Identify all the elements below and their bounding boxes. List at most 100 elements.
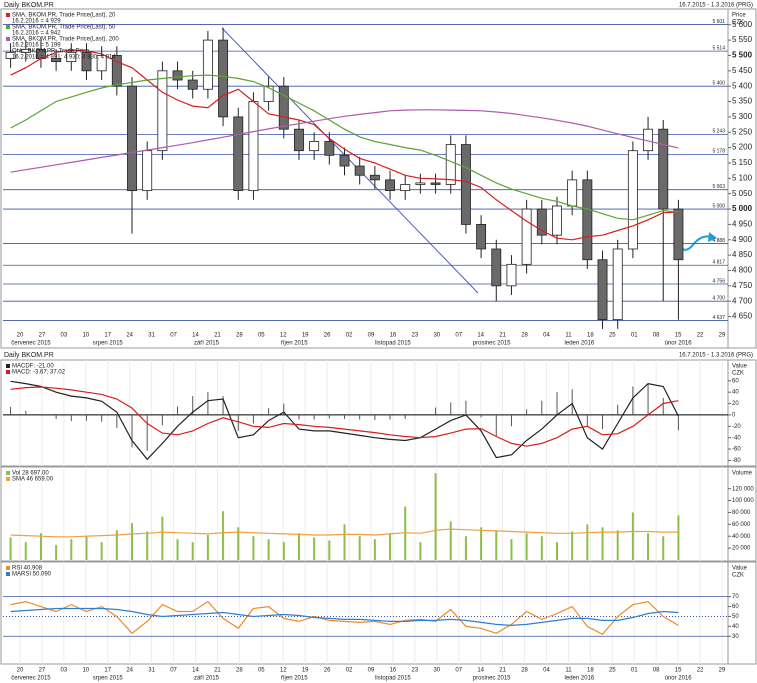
- x-tick-label: 08: [653, 333, 660, 339]
- x-tick-label: 05: [258, 668, 265, 674]
- y-tick-label: 4 650: [732, 312, 753, 321]
- y-tick-label: 4 850: [732, 250, 753, 259]
- y-tick-label: 20: [732, 401, 739, 407]
- candle-body: [172, 70, 183, 81]
- candle-body: [658, 128, 669, 210]
- volume-bar: [39, 533, 42, 560]
- x-tick-label: 30: [433, 668, 440, 674]
- legend-swatch: [6, 13, 10, 17]
- volume-bar: [540, 536, 543, 560]
- level-label: 5 243: [712, 129, 725, 135]
- y-axis-label: Price: [732, 13, 746, 19]
- x-tick-label: 24: [126, 333, 133, 339]
- candle-body: [309, 141, 320, 152]
- month-label: srpen 2015: [93, 676, 124, 682]
- legend-value: 16.2.2016 = 4 891; 4 930; 4 830; 4 914: [12, 55, 116, 61]
- volume-bar: [267, 539, 270, 560]
- volume-bar: [297, 533, 300, 560]
- volume-bar: [373, 539, 376, 560]
- candle-body: [612, 248, 623, 321]
- y-tick-label: 40 000: [732, 534, 751, 540]
- y-tick-label: 4 800: [732, 266, 753, 275]
- candle-body: [5, 51, 16, 59]
- level-label: 5 400: [712, 81, 725, 87]
- y-tick-label: 5 050: [732, 189, 753, 198]
- level-label: 5 601: [712, 19, 725, 25]
- y-tick-label: 5 100: [732, 173, 753, 182]
- y-tick-label: 5 500: [732, 51, 753, 60]
- volume-bar: [85, 536, 88, 560]
- candle-body: [567, 179, 578, 207]
- legend-value: 16.2.2016 = 5 199: [12, 43, 61, 49]
- candle-body: [369, 174, 380, 181]
- volume-bar: [449, 521, 452, 560]
- volume-bar: [510, 539, 513, 560]
- month-label: leden 2016: [565, 676, 595, 682]
- panel-frame: [0, 561, 757, 665]
- series-line: [10, 109, 679, 173]
- legend-label: MACDF: -21.00: [12, 364, 54, 370]
- panel-frame: [0, 8, 757, 349]
- month-label: srpen 2015: [93, 341, 124, 347]
- x-tick-label: 09: [368, 333, 375, 339]
- candle-body: [673, 208, 684, 261]
- candle-body: [506, 263, 517, 287]
- legend-label: MACD: -3.67; 37.02: [12, 370, 66, 376]
- candle-body: [582, 179, 593, 261]
- date-range: 16.7.2015 - 1.3.2016 (PRG): [679, 353, 753, 359]
- x-tick-label: 29: [719, 333, 726, 339]
- x-tick-label: 14: [477, 333, 484, 339]
- series-line: [10, 528, 679, 538]
- volume-bar: [389, 533, 392, 560]
- y-tick-label: 60: [732, 604, 739, 610]
- x-tick-label: 10: [82, 333, 89, 339]
- x-tick-label: 21: [499, 333, 506, 339]
- x-tick-label: 02: [346, 333, 353, 339]
- y-tick-label: 5 000: [732, 204, 753, 213]
- month-label: červenec 2015: [11, 341, 51, 347]
- legend-label: SMA, BKOM.PR, Trade Price(Last), 20: [12, 13, 116, 19]
- volume-bar: [222, 511, 225, 560]
- volume-bar: [70, 539, 73, 560]
- candle-body: [445, 144, 456, 185]
- candle-body: [491, 248, 502, 287]
- candle-body: [552, 205, 562, 236]
- y-tick-label: -40: [732, 435, 741, 441]
- volume-bar: [131, 523, 134, 560]
- legend-swatch: [6, 364, 10, 368]
- candle-body: [460, 144, 471, 225]
- x-tick-label: 09: [368, 668, 375, 674]
- x-tick-label: 17: [104, 668, 111, 674]
- candle-body: [627, 150, 638, 250]
- volume-bar: [100, 542, 103, 560]
- candle-body: [324, 141, 335, 156]
- x-tick-label: 29: [719, 668, 726, 674]
- x-tick-label: 12: [280, 333, 287, 339]
- x-tick-label: 04: [543, 668, 550, 674]
- candle-body: [96, 55, 107, 72]
- volume-bar: [252, 536, 255, 560]
- x-tick-label: 27: [39, 333, 46, 339]
- legend-swatch: [6, 37, 10, 41]
- month-label: říjen 2015: [281, 676, 308, 682]
- panel-frame: [0, 466, 757, 562]
- x-tick-label: 27: [39, 668, 46, 674]
- y-tick-label: 5 200: [732, 143, 753, 152]
- volume-bar: [662, 536, 665, 560]
- legend-label: SMA 46 659.00: [12, 477, 54, 483]
- volume-bar: [525, 533, 528, 560]
- month-label: prosinec 2015: [473, 341, 511, 347]
- x-tick-label: 17: [104, 333, 111, 339]
- volume-bar: [419, 542, 422, 560]
- volume-bar: [601, 527, 604, 560]
- volume-bar: [191, 542, 194, 560]
- candle-body: [476, 224, 487, 250]
- candle-body: [142, 150, 153, 192]
- x-tick-label: 04: [543, 333, 550, 339]
- x-tick-label: 23: [412, 333, 419, 339]
- candle-body: [81, 51, 92, 72]
- x-tick-label: 28: [521, 668, 528, 674]
- x-tick-label: 15: [675, 333, 682, 339]
- legend-label: Ohlc, BKOM.PR, Trade Price: [12, 49, 90, 55]
